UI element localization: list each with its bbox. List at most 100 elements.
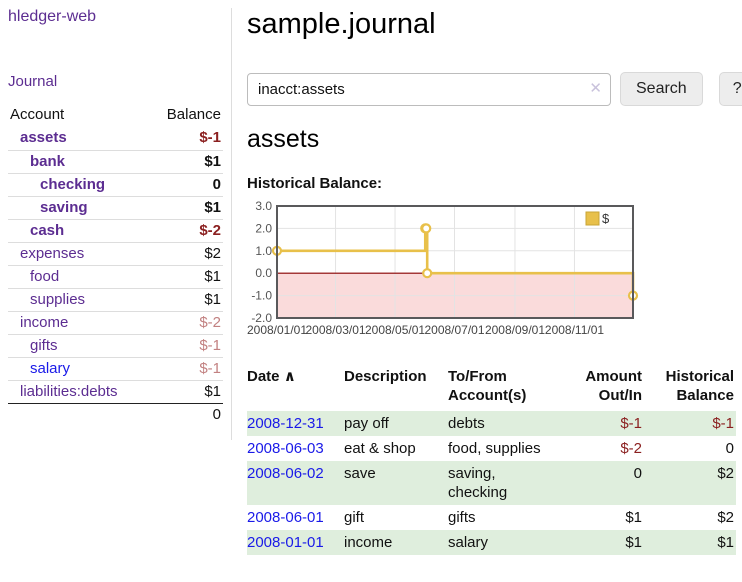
app-title-link[interactable]: hledger-web bbox=[8, 8, 97, 25]
transaction-balance: $-1 bbox=[712, 415, 734, 432]
sidebar-item-journal[interactable]: Journal bbox=[8, 73, 58, 90]
balance-column-header: Balance bbox=[166, 106, 221, 123]
account-row-cash: cash $-2 bbox=[8, 218, 223, 242]
account-balance: $-2 bbox=[148, 218, 223, 242]
transaction-date-link[interactable]: 2008-06-02 bbox=[247, 465, 324, 482]
register-row: 2008-06-03 eat & shop food, supplies $-2… bbox=[247, 436, 736, 461]
register-row: 2008-06-01 gift gifts $1 $2 bbox=[247, 505, 736, 530]
svg-text:3.0: 3.0 bbox=[255, 201, 272, 213]
account-balance: $1 bbox=[148, 149, 223, 173]
transaction-accounts: saving, checking bbox=[448, 465, 508, 501]
account-balance: $1 bbox=[148, 264, 223, 288]
svg-text:2008/09/01: 2008/09/01 bbox=[485, 323, 545, 337]
account-row-income: income $-2 bbox=[8, 310, 223, 334]
historical-balance-chart: $3.0 2.0 1.0 0.0 -1.0 -2.0 2008/01/01 2008/03/0… bbox=[247, 199, 742, 345]
account-row-bank: bank $1 bbox=[8, 149, 223, 173]
date-header-label: Date bbox=[247, 368, 280, 385]
account-link-supplies[interactable]: supplies bbox=[30, 290, 86, 308]
svg-text:1.0: 1.0 bbox=[255, 244, 272, 258]
account-link-cash[interactable]: cash bbox=[30, 221, 65, 239]
chart-title: Historical Balance: bbox=[247, 175, 383, 192]
transaction-accounts: salary bbox=[448, 534, 489, 551]
svg-text:2008/03/01: 2008/03/01 bbox=[305, 323, 365, 337]
help-button[interactable]: ? bbox=[718, 72, 742, 106]
account-link-saving[interactable]: saving bbox=[40, 198, 88, 216]
account-link-income[interactable]: income bbox=[20, 313, 69, 331]
transaction-description: pay off bbox=[344, 415, 389, 432]
transaction-date-link[interactable]: 2008-01-01 bbox=[247, 534, 324, 551]
register-row: 2008-01-01 income salary $1 $1 bbox=[247, 530, 736, 555]
chart-svg: $3.0 2.0 1.0 0.0 -1.0 -2.02008/01/012008/03/0… bbox=[247, 199, 639, 337]
transaction-description: eat & shop bbox=[344, 440, 416, 457]
account-row-food: food $1 bbox=[8, 264, 223, 288]
account-page-title: assets bbox=[247, 125, 320, 153]
sidebar: hledger-web Journal Account Balance asse… bbox=[8, 8, 232, 440]
account-link-liabilities-debts[interactable]: liabilities:debts bbox=[20, 382, 118, 400]
transaction-amount: $-2 bbox=[620, 440, 642, 457]
transaction-accounts: food, supplies bbox=[448, 440, 541, 457]
column-header-amount: Amount Out/In bbox=[585, 368, 642, 404]
transaction-date-link[interactable]: 2008-06-01 bbox=[247, 509, 324, 526]
column-header-accounts: To/From Account(s) bbox=[448, 368, 527, 404]
column-header-balance: Historical Balance bbox=[665, 368, 734, 404]
account-link-salary[interactable]: salary bbox=[30, 359, 71, 377]
page-title: sample.journal bbox=[247, 8, 436, 40]
accounts-table: Account Balance assets $-1 bank $1 check… bbox=[8, 103, 223, 426]
column-header-date[interactable]: Date ∧ bbox=[247, 365, 344, 411]
transaction-date-link[interactable]: 2008-12-31 bbox=[247, 415, 324, 432]
svg-text:-1.0: -1.0 bbox=[251, 289, 272, 303]
register-row: 2008-12-31 pay off debts $-1 $-1 bbox=[247, 411, 736, 436]
column-header-description: Description bbox=[344, 368, 427, 385]
register-row: 2008-06-02 save saving, checking 0 $2 bbox=[247, 461, 736, 505]
account-row-expenses: expenses $2 bbox=[8, 241, 223, 265]
account-balance: $1 bbox=[148, 287, 223, 311]
transaction-amount: $-1 bbox=[620, 415, 642, 432]
account-link-assets[interactable]: assets bbox=[20, 129, 67, 147]
svg-text:2008/11/01: 2008/11/01 bbox=[545, 323, 604, 337]
transaction-description: income bbox=[344, 534, 393, 551]
svg-text:2008/01/01: 2008/01/01 bbox=[247, 323, 307, 337]
account-balance: 0 bbox=[148, 172, 223, 196]
account-link-expenses[interactable]: expenses bbox=[20, 244, 85, 262]
account-row-supplies: supplies $1 bbox=[8, 287, 223, 311]
account-balance: $-1 bbox=[199, 129, 221, 147]
transaction-description: gift bbox=[344, 509, 365, 526]
register-table: Date ∧ Description To/From Account(s) Am… bbox=[247, 365, 736, 555]
account-row-salary: salary $-1 bbox=[8, 356, 223, 380]
account-link-gifts[interactable]: gifts bbox=[30, 336, 58, 354]
account-balance: $-1 bbox=[148, 356, 223, 380]
sort-ascending-icon: ∧ bbox=[283, 368, 296, 385]
search-row: ✕ Search ? bbox=[247, 72, 742, 106]
transaction-description: save bbox=[344, 465, 376, 482]
main-content: sample.journal ✕ Search ? assets Histori… bbox=[232, 8, 742, 555]
search-button[interactable]: Search bbox=[620, 72, 703, 106]
account-row-checking: checking 0 bbox=[8, 172, 223, 196]
account-balance: $1 bbox=[148, 195, 223, 219]
svg-text:2.0: 2.0 bbox=[255, 221, 272, 235]
account-link-bank[interactable]: bank bbox=[30, 152, 66, 170]
search-input[interactable] bbox=[247, 72, 611, 106]
page: hledger-web Journal Account Balance asse… bbox=[8, 8, 742, 555]
transaction-balance: $2 bbox=[717, 465, 734, 482]
account-link-checking[interactable]: checking bbox=[40, 175, 106, 193]
register-header-row: Date ∧ Description To/From Account(s) Am… bbox=[247, 365, 736, 411]
account-column-header: Account bbox=[10, 106, 65, 123]
transaction-amount: $1 bbox=[625, 534, 642, 551]
transaction-balance: $1 bbox=[717, 534, 734, 551]
account-balance: $-2 bbox=[148, 310, 223, 334]
account-balance: $2 bbox=[148, 241, 223, 265]
clear-search-icon[interactable]: ✕ bbox=[589, 79, 602, 97]
account-row-assets: assets $-1 bbox=[8, 127, 223, 150]
account-row-saving: saving $1 bbox=[8, 195, 223, 219]
accounts-header-row: Account Balance bbox=[8, 103, 223, 127]
search-box: ✕ bbox=[247, 72, 611, 106]
transaction-amount: $1 bbox=[625, 509, 642, 526]
transaction-accounts: gifts bbox=[448, 509, 476, 526]
svg-text:2008/07/01: 2008/07/01 bbox=[424, 323, 484, 337]
account-balance: $-1 bbox=[148, 333, 223, 357]
accounts-total-row: 0 bbox=[8, 402, 223, 426]
account-link-food[interactable]: food bbox=[30, 267, 60, 285]
transaction-date-link[interactable]: 2008-06-03 bbox=[247, 440, 324, 457]
transaction-balance: 0 bbox=[725, 440, 734, 457]
transaction-balance: $2 bbox=[717, 509, 734, 526]
